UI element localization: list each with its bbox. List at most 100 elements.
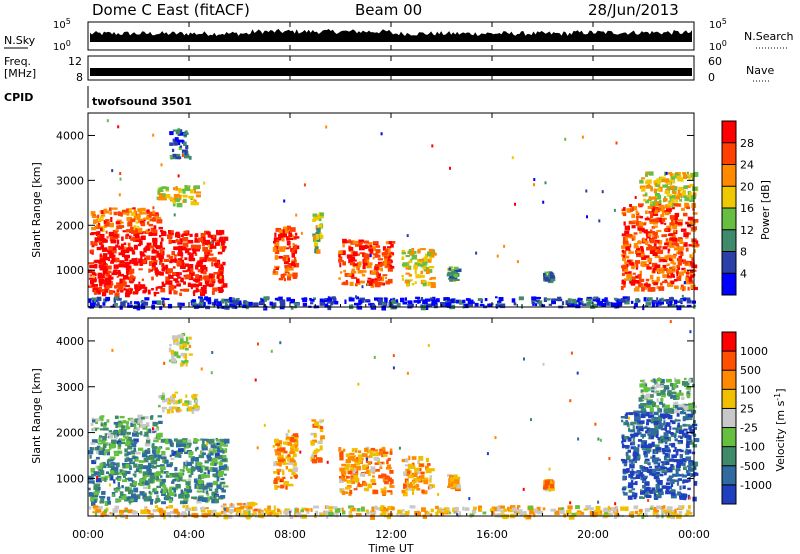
data-cell: [311, 458, 318, 464]
data-cell: [655, 473, 661, 477]
data-cell: [99, 500, 105, 504]
data-cell: [158, 226, 163, 230]
data-cell: [200, 367, 203, 371]
data-cell: [223, 283, 228, 288]
data-cell: [292, 453, 297, 458]
data-cell: [89, 302, 96, 307]
data-cell: [151, 444, 155, 449]
data-cell: [185, 362, 188, 367]
data-cell: [92, 480, 95, 485]
data-cell: [193, 478, 197, 483]
data-cell: [126, 451, 131, 455]
data-cell: [98, 450, 105, 455]
data-cell: [295, 508, 300, 513]
data-cell: [405, 272, 410, 275]
data-cell: [671, 454, 677, 459]
velocity-colorbar-label: Velocity [m s-1]: [773, 388, 787, 471]
data-cell: [254, 378, 257, 382]
data-cell: [136, 305, 141, 311]
data-cell: [430, 283, 436, 288]
data-cell: [682, 485, 686, 490]
data-cell: [663, 198, 668, 202]
data-cell: [632, 437, 635, 442]
data-cell: [661, 206, 665, 210]
data-cell: [670, 479, 675, 484]
data-cell: [270, 510, 276, 515]
data-cell: [384, 481, 389, 485]
data-cell: [662, 246, 668, 250]
data-cell: [386, 459, 389, 465]
data-cell: [137, 422, 141, 425]
data-cell: [134, 419, 139, 423]
data-cell: [687, 413, 693, 418]
data-cell: [208, 510, 212, 513]
data-cell: [91, 215, 98, 218]
data-cell: [421, 507, 426, 512]
data-cell: [110, 260, 114, 263]
data-cell: [239, 506, 244, 509]
data-cell: [99, 241, 102, 245]
data-cell: [279, 510, 282, 515]
data-cell: [389, 448, 393, 452]
data-cell: [667, 283, 674, 287]
data-cell: [644, 453, 649, 457]
data-cell: [242, 301, 248, 306]
data-cell: [211, 241, 213, 245]
data-cell: [124, 254, 130, 259]
data-cell: [313, 235, 318, 240]
data-cell: [326, 505, 329, 510]
data-cell: [640, 407, 646, 411]
data-cell: [365, 456, 369, 459]
data-cell: [111, 272, 118, 276]
data-cell: [484, 298, 488, 302]
data-cell: [175, 232, 178, 238]
data-cell: [339, 452, 344, 457]
data-cell: [384, 277, 387, 279]
data-cell: [638, 203, 644, 207]
data-cell: [99, 463, 104, 467]
data-cell: [626, 208, 632, 213]
data-cell: [217, 279, 220, 283]
data-cell: [292, 467, 299, 472]
data-cell: [216, 239, 220, 243]
data-cell: [402, 301, 408, 305]
data-cell: [118, 273, 124, 277]
data-cell: [638, 228, 643, 231]
data-cell: [679, 193, 683, 197]
data-cell: [277, 508, 281, 513]
data-cell: [155, 450, 160, 455]
data-cell: [385, 265, 391, 268]
data-cell: [185, 274, 191, 279]
data-cell: [639, 185, 646, 189]
data-cell: [654, 427, 659, 432]
data-cell: [169, 230, 172, 234]
colorbar-swatch: [722, 370, 736, 390]
data-cell: [462, 299, 466, 304]
data-cell: [627, 437, 632, 442]
data-cell: [636, 299, 641, 303]
data-cell: [88, 262, 94, 265]
data-cell: [525, 514, 532, 520]
data-cell: [688, 462, 694, 467]
data-cell: [370, 447, 376, 451]
data-cell: [216, 476, 220, 482]
data-cell: [155, 478, 162, 482]
data-cell: [361, 458, 364, 461]
data-cell: [407, 475, 414, 479]
data-cell: [574, 300, 580, 303]
data-cell: [678, 404, 685, 409]
data-cell: [172, 272, 177, 275]
data-cell: [274, 438, 279, 444]
data-cell: [642, 238, 646, 243]
data-cell: [105, 219, 110, 222]
data-cell: [660, 214, 665, 218]
data-cell: [93, 299, 97, 303]
data-cell: [312, 213, 318, 217]
data-cell: [176, 355, 181, 359]
data-cell: [175, 231, 180, 235]
data-cell: [221, 489, 226, 493]
data-cell: [193, 438, 197, 443]
data-cell: [429, 475, 433, 479]
data-cell: [655, 246, 661, 252]
data-cell: [132, 499, 138, 503]
